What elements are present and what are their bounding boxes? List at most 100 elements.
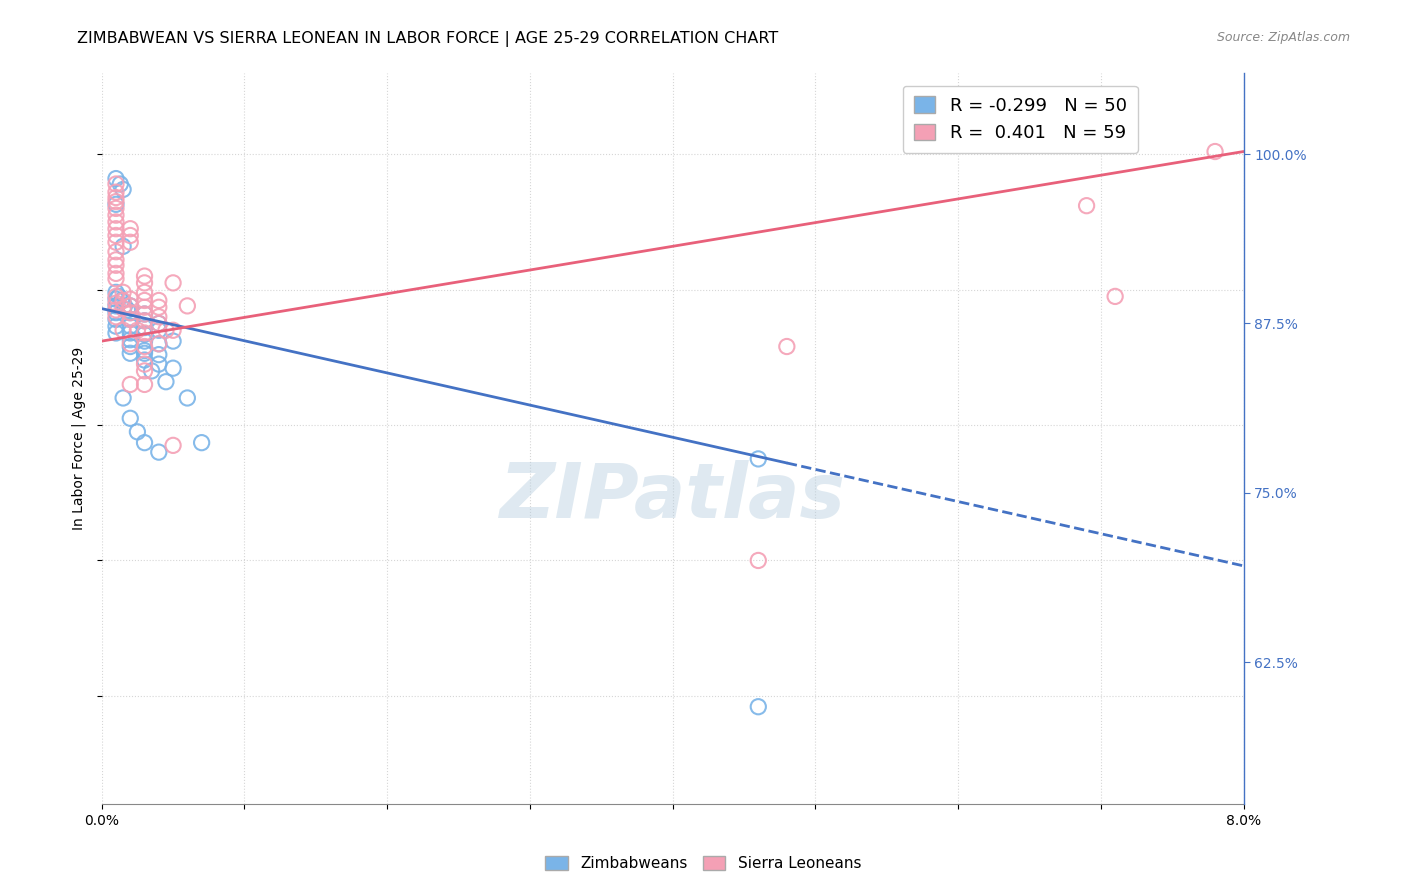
Point (134, 364, 156, 378)
Point (134, 293, 156, 308)
Point (162, 323, 184, 337)
Point (134, 346, 156, 360)
Point (108, 289, 131, 303)
Text: Source: ZipAtlas.com: Source: ZipAtlas.com (1216, 31, 1350, 45)
Point (162, 276, 184, 290)
Point (104, 285, 127, 300)
Point (104, 202, 127, 216)
Point (148, 323, 170, 337)
Point (104, 244, 127, 259)
Point (120, 221, 142, 235)
Point (120, 306, 142, 320)
Point (134, 314, 156, 328)
Point (176, 299, 198, 313)
Point (1104, 289, 1126, 303)
Point (120, 333, 142, 347)
Point (120, 299, 142, 313)
Point (120, 292, 142, 306)
Point (104, 215, 127, 229)
Point (104, 272, 127, 286)
Point (112, 323, 135, 337)
Point (162, 438, 184, 452)
Point (112, 182, 135, 196)
Point (162, 334, 184, 348)
Point (148, 348, 170, 362)
Point (134, 435, 156, 450)
Point (155, 375, 177, 389)
Point (134, 320, 156, 334)
Point (747, 553, 769, 567)
Point (155, 323, 177, 337)
Point (134, 377, 156, 392)
Point (120, 339, 142, 353)
Point (104, 177, 127, 191)
Point (134, 343, 156, 358)
Point (148, 357, 170, 371)
Point (112, 391, 135, 405)
Point (120, 312, 142, 326)
Point (148, 445, 170, 459)
Point (104, 208, 127, 222)
Point (104, 197, 127, 211)
Point (104, 190, 127, 204)
Point (114, 299, 136, 313)
Point (120, 346, 142, 360)
Point (1204, 145, 1226, 159)
Point (112, 301, 135, 316)
Legend: Zimbabweans, Sierra Leoneans: Zimbabweans, Sierra Leoneans (538, 850, 868, 877)
Point (134, 276, 156, 290)
Point (176, 391, 198, 405)
Point (120, 312, 142, 326)
Point (148, 336, 170, 351)
Point (134, 339, 156, 353)
Point (776, 339, 799, 353)
Point (112, 293, 135, 308)
Point (104, 306, 127, 320)
Point (120, 306, 142, 320)
Point (120, 299, 142, 313)
Legend: R = -0.299   N = 50, R =  0.401   N = 59: R = -0.299 N = 50, R = 0.401 N = 59 (903, 86, 1137, 153)
Point (104, 299, 127, 313)
Point (148, 310, 170, 324)
Point (134, 357, 156, 371)
Point (134, 307, 156, 321)
Point (134, 327, 156, 342)
Point (112, 239, 135, 253)
Point (148, 300, 170, 314)
Point (120, 326, 142, 340)
Point (104, 235, 127, 250)
Point (120, 235, 142, 250)
Point (134, 300, 156, 314)
Point (162, 361, 184, 376)
Point (104, 302, 127, 317)
Point (104, 185, 127, 199)
Point (117, 302, 139, 317)
Point (104, 258, 127, 272)
Point (120, 319, 142, 334)
Point (104, 292, 127, 306)
Text: ZIPatlas: ZIPatlas (499, 460, 845, 534)
Point (104, 266, 127, 280)
Point (127, 323, 149, 337)
Point (127, 425, 149, 439)
Point (104, 319, 127, 334)
Point (148, 336, 170, 351)
Point (104, 221, 127, 235)
Point (134, 285, 156, 300)
Point (747, 699, 769, 714)
Point (104, 194, 127, 209)
Point (141, 364, 163, 378)
Point (104, 171, 127, 186)
Point (134, 269, 156, 284)
Point (120, 411, 142, 425)
Point (104, 228, 127, 243)
Point (104, 312, 127, 326)
Y-axis label: In Labor Force | Age 25-29: In Labor Force | Age 25-29 (72, 347, 86, 530)
Point (1076, 199, 1098, 213)
Point (134, 326, 156, 340)
Point (148, 317, 170, 331)
Point (148, 317, 170, 331)
Point (111, 293, 134, 308)
Point (120, 377, 142, 392)
Point (104, 289, 127, 303)
